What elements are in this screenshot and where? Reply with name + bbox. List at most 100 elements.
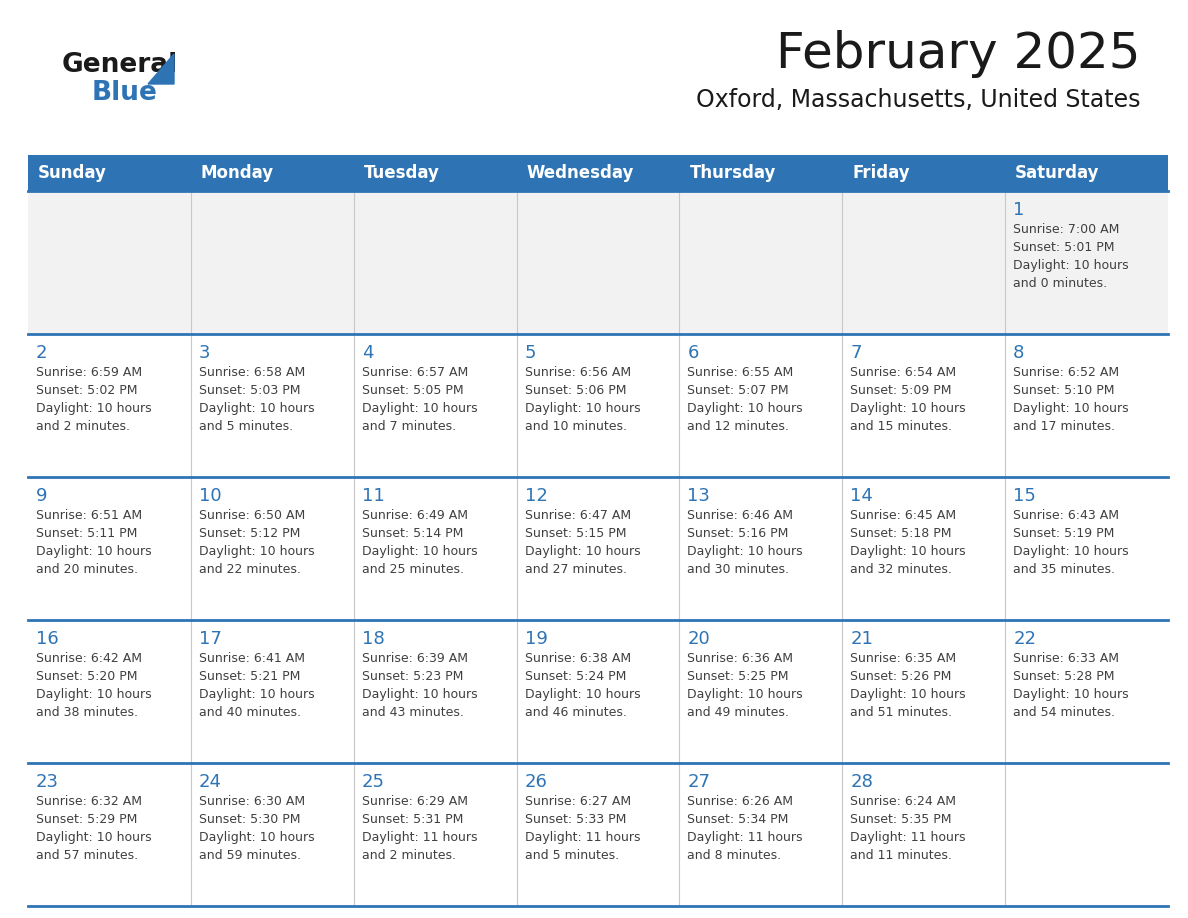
Text: 21: 21 [851, 630, 873, 648]
Bar [29, 477, 1168, 620]
Text: Daylight: 10 hours: Daylight: 10 hours [688, 545, 803, 558]
Text: Sunday: Sunday [38, 164, 107, 182]
Text: Sunset: 5:33 PM: Sunset: 5:33 PM [525, 813, 626, 826]
Text: Sunrise: 6:27 AM: Sunrise: 6:27 AM [525, 795, 631, 808]
Text: Sunrise: 6:39 AM: Sunrise: 6:39 AM [361, 652, 468, 665]
Text: Sunrise: 6:52 AM: Sunrise: 6:52 AM [1013, 366, 1119, 379]
Text: Sunset: 5:35 PM: Sunset: 5:35 PM [851, 813, 952, 826]
Text: 18: 18 [361, 630, 385, 648]
Text: Sunset: 5:31 PM: Sunset: 5:31 PM [361, 813, 463, 826]
Text: Daylight: 10 hours: Daylight: 10 hours [36, 545, 152, 558]
Text: Sunset: 5:05 PM: Sunset: 5:05 PM [361, 384, 463, 397]
Text: and 38 minutes.: and 38 minutes. [36, 706, 138, 719]
Text: and 22 minutes.: and 22 minutes. [198, 563, 301, 576]
Text: Sunset: 5:11 PM: Sunset: 5:11 PM [36, 527, 138, 540]
Text: Sunset: 5:10 PM: Sunset: 5:10 PM [1013, 384, 1114, 397]
Text: and 11 minutes.: and 11 minutes. [851, 849, 952, 862]
Text: Wednesday: Wednesday [526, 164, 634, 182]
Text: 7: 7 [851, 344, 861, 362]
Text: 1: 1 [1013, 201, 1024, 219]
Text: and 46 minutes.: and 46 minutes. [525, 706, 626, 719]
Text: Daylight: 10 hours: Daylight: 10 hours [36, 688, 152, 701]
Text: Sunrise: 6:26 AM: Sunrise: 6:26 AM [688, 795, 794, 808]
Text: 11: 11 [361, 487, 385, 505]
Bar [29, 334, 1168, 477]
Text: Sunrise: 6:57 AM: Sunrise: 6:57 AM [361, 366, 468, 379]
Text: and 59 minutes.: and 59 minutes. [198, 849, 301, 862]
Text: and 8 minutes.: and 8 minutes. [688, 849, 782, 862]
Text: General: General [62, 52, 178, 78]
Text: 9: 9 [36, 487, 48, 505]
Text: Daylight: 10 hours: Daylight: 10 hours [198, 831, 315, 844]
Text: Daylight: 10 hours: Daylight: 10 hours [851, 402, 966, 415]
Text: Daylight: 10 hours: Daylight: 10 hours [688, 688, 803, 701]
Text: and 5 minutes.: and 5 minutes. [525, 849, 619, 862]
Text: Daylight: 10 hours: Daylight: 10 hours [198, 402, 315, 415]
Text: Sunset: 5:24 PM: Sunset: 5:24 PM [525, 670, 626, 683]
Text: 28: 28 [851, 773, 873, 791]
Text: 2: 2 [36, 344, 48, 362]
Text: Sunrise: 7:00 AM: Sunrise: 7:00 AM [1013, 223, 1119, 236]
Text: and 30 minutes.: and 30 minutes. [688, 563, 790, 576]
Text: 13: 13 [688, 487, 710, 505]
Text: Daylight: 10 hours: Daylight: 10 hours [851, 688, 966, 701]
Text: and 17 minutes.: and 17 minutes. [1013, 420, 1116, 433]
Text: Daylight: 10 hours: Daylight: 10 hours [198, 545, 315, 558]
Text: 15: 15 [1013, 487, 1036, 505]
Text: 23: 23 [36, 773, 59, 791]
Text: 24: 24 [198, 773, 222, 791]
Bar [29, 763, 1168, 906]
Text: Daylight: 11 hours: Daylight: 11 hours [525, 831, 640, 844]
Text: Sunrise: 6:59 AM: Sunrise: 6:59 AM [36, 366, 143, 379]
Text: 4: 4 [361, 344, 373, 362]
Text: and 43 minutes.: and 43 minutes. [361, 706, 463, 719]
Text: Sunset: 5:29 PM: Sunset: 5:29 PM [36, 813, 138, 826]
Text: Sunset: 5:18 PM: Sunset: 5:18 PM [851, 527, 952, 540]
Text: Sunrise: 6:51 AM: Sunrise: 6:51 AM [36, 509, 143, 522]
Text: and 40 minutes.: and 40 minutes. [198, 706, 301, 719]
Text: Sunrise: 6:50 AM: Sunrise: 6:50 AM [198, 509, 305, 522]
Text: Oxford, Massachusetts, United States: Oxford, Massachusetts, United States [695, 88, 1140, 112]
Text: Sunrise: 6:47 AM: Sunrise: 6:47 AM [525, 509, 631, 522]
Text: February 2025: February 2025 [776, 30, 1140, 78]
Text: Sunrise: 6:58 AM: Sunrise: 6:58 AM [198, 366, 305, 379]
Text: and 10 minutes.: and 10 minutes. [525, 420, 626, 433]
Text: Sunset: 5:07 PM: Sunset: 5:07 PM [688, 384, 789, 397]
Text: Sunset: 5:15 PM: Sunset: 5:15 PM [525, 527, 626, 540]
Text: Sunrise: 6:43 AM: Sunrise: 6:43 AM [1013, 509, 1119, 522]
Text: and 5 minutes.: and 5 minutes. [198, 420, 293, 433]
Text: and 54 minutes.: and 54 minutes. [1013, 706, 1116, 719]
Text: Sunset: 5:21 PM: Sunset: 5:21 PM [198, 670, 301, 683]
Text: Sunset: 5:02 PM: Sunset: 5:02 PM [36, 384, 138, 397]
Text: and 25 minutes.: and 25 minutes. [361, 563, 463, 576]
Text: Sunset: 5:14 PM: Sunset: 5:14 PM [361, 527, 463, 540]
Text: and 15 minutes.: and 15 minutes. [851, 420, 953, 433]
Text: Sunset: 5:25 PM: Sunset: 5:25 PM [688, 670, 789, 683]
Text: Daylight: 10 hours: Daylight: 10 hours [525, 402, 640, 415]
Text: Daylight: 10 hours: Daylight: 10 hours [36, 402, 152, 415]
Polygon shape [148, 54, 173, 84]
Text: Daylight: 11 hours: Daylight: 11 hours [361, 831, 478, 844]
Text: Daylight: 10 hours: Daylight: 10 hours [851, 545, 966, 558]
Text: Sunset: 5:01 PM: Sunset: 5:01 PM [1013, 241, 1114, 254]
Text: Sunset: 5:09 PM: Sunset: 5:09 PM [851, 384, 952, 397]
Text: Daylight: 10 hours: Daylight: 10 hours [1013, 545, 1129, 558]
Text: Sunrise: 6:42 AM: Sunrise: 6:42 AM [36, 652, 143, 665]
Text: and 7 minutes.: and 7 minutes. [361, 420, 456, 433]
Text: 12: 12 [525, 487, 548, 505]
Text: Daylight: 10 hours: Daylight: 10 hours [525, 545, 640, 558]
Text: 8: 8 [1013, 344, 1024, 362]
Text: 26: 26 [525, 773, 548, 791]
Text: Daylight: 10 hours: Daylight: 10 hours [361, 402, 478, 415]
Text: Sunrise: 6:41 AM: Sunrise: 6:41 AM [198, 652, 305, 665]
Text: and 49 minutes.: and 49 minutes. [688, 706, 789, 719]
Text: 10: 10 [198, 487, 221, 505]
Text: Blue: Blue [91, 80, 158, 106]
Text: Daylight: 10 hours: Daylight: 10 hours [1013, 402, 1129, 415]
Text: Sunrise: 6:46 AM: Sunrise: 6:46 AM [688, 509, 794, 522]
Text: Sunset: 5:20 PM: Sunset: 5:20 PM [36, 670, 138, 683]
Text: 27: 27 [688, 773, 710, 791]
Text: Sunrise: 6:30 AM: Sunrise: 6:30 AM [198, 795, 305, 808]
Text: Tuesday: Tuesday [364, 164, 440, 182]
Text: Sunrise: 6:35 AM: Sunrise: 6:35 AM [851, 652, 956, 665]
